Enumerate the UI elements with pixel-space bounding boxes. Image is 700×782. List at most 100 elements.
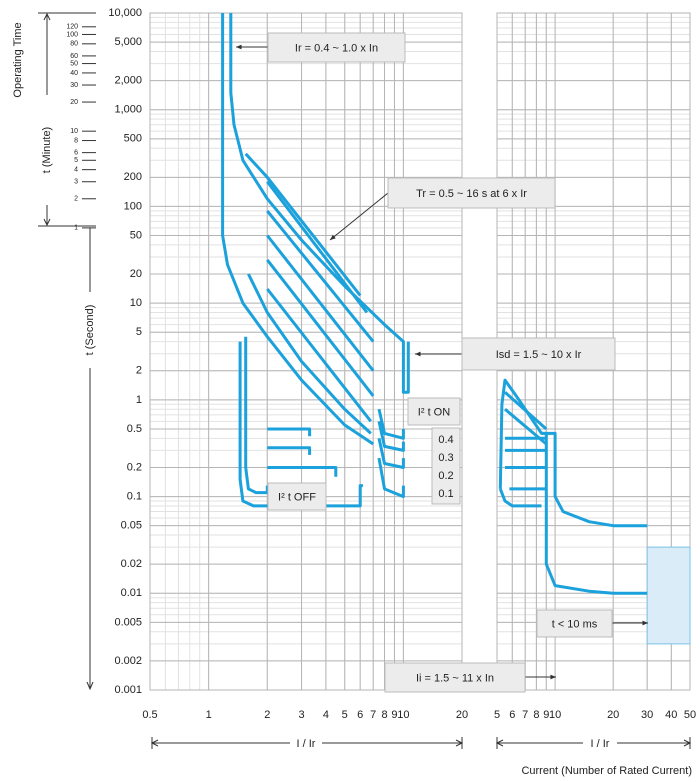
legend-box xyxy=(431,427,461,505)
annotation: 0.2 xyxy=(438,470,453,482)
y2-tick-label: 100 xyxy=(66,31,78,38)
annotation: Ii = 1.5 ~ 11 x In xyxy=(416,672,494,684)
annotation-box xyxy=(267,32,406,63)
curve xyxy=(221,13,375,446)
curve xyxy=(498,488,542,508)
y2-tick-label: 3 xyxy=(74,179,78,186)
x-tick-label: 2 xyxy=(264,709,270,721)
y-tick-label: 10,000 xyxy=(108,7,142,19)
x-tick-label: 9 xyxy=(543,709,549,721)
x-tick-label: 4 xyxy=(323,709,329,721)
y2-tick-label: 60 xyxy=(70,53,78,60)
curve xyxy=(377,420,405,452)
y-tick-label: 200 xyxy=(124,171,142,183)
curve xyxy=(244,336,269,495)
y-tick-label: 100 xyxy=(124,200,142,212)
y2-tick-label: 10 xyxy=(70,128,78,135)
y-title: Operating Time xyxy=(12,22,24,97)
x-tick-label: 50 xyxy=(684,709,696,721)
curve xyxy=(266,288,372,423)
y2-tick-label: 2 xyxy=(74,196,78,203)
annotation-box xyxy=(387,177,556,209)
caption: Current (Number of Rated Current) xyxy=(521,765,692,777)
y-tick-label: 500 xyxy=(124,133,142,145)
x-tick-label: 6 xyxy=(357,709,363,721)
curve xyxy=(238,341,363,508)
annotation-box xyxy=(407,397,461,426)
y-tick-label: 0.05 xyxy=(121,520,142,532)
x-tick-label: 8 xyxy=(533,709,539,721)
x-tick-label: 40 xyxy=(665,709,677,721)
annotation-box xyxy=(536,609,613,638)
y-tick-label: 2,000 xyxy=(114,75,142,87)
y2-tick-label: 30 xyxy=(70,82,78,89)
annotation: Tr = 0.5 ~ 16 s at 6 x Ir xyxy=(416,188,527,200)
region xyxy=(646,546,691,645)
x-label: I / Ir xyxy=(297,738,316,750)
y-tick-label: 0.01 xyxy=(121,587,142,599)
annotation: Ir = 0.4 ~ 1.0 x In xyxy=(295,42,378,54)
data-layer xyxy=(221,13,691,645)
curve xyxy=(247,273,372,435)
curve xyxy=(541,431,648,528)
x-tick-label: 7 xyxy=(370,709,376,721)
curve xyxy=(266,209,375,343)
y-tick-label: 1,000 xyxy=(114,104,142,116)
y2-tick-label: 50 xyxy=(70,60,78,67)
x-tick-label: 5 xyxy=(342,709,348,721)
curve xyxy=(244,152,362,297)
curve xyxy=(377,457,405,499)
y-tick-label: 0.02 xyxy=(121,558,142,570)
x-tick-label: 6 xyxy=(509,709,515,721)
x-label: I / Ir xyxy=(591,738,610,750)
x-tick-label: 9 xyxy=(391,709,397,721)
curve xyxy=(267,466,338,477)
y2-label: t (Minute) xyxy=(41,127,53,173)
plot-area xyxy=(149,12,463,691)
arrow-head xyxy=(330,234,336,240)
arrow-head xyxy=(415,351,421,357)
y-tick-label: 5 xyxy=(136,326,142,338)
curve xyxy=(266,234,375,372)
y-tick-label: 0.5 xyxy=(127,423,142,435)
x-tick-label: 20 xyxy=(607,709,619,721)
x-tick-label: 30 xyxy=(641,709,653,721)
y-tick-label: 50 xyxy=(130,229,142,241)
annotation-box xyxy=(384,662,526,693)
annotation-box xyxy=(267,482,327,511)
curve xyxy=(266,258,375,397)
y2-tick-label: 80 xyxy=(70,41,78,48)
leader-line xyxy=(329,192,389,241)
y-tick-label: 0.2 xyxy=(127,461,142,473)
curve xyxy=(504,391,548,431)
y2-tick-label: 8 xyxy=(74,137,78,144)
annotation: I² t ON xyxy=(418,406,450,418)
annotation-layer: Ir = 0.4 ~ 1.0 x In Tr = 0.5 ~ 16 s at 6 … xyxy=(236,32,648,693)
x-tick-label: 3 xyxy=(298,709,304,721)
x-tick-label: 7 xyxy=(522,709,528,721)
y2-tick-label: 6 xyxy=(74,149,78,156)
annotation: I² t OFF xyxy=(278,491,316,503)
curve xyxy=(266,180,369,314)
y-tick-label: 1 xyxy=(136,394,142,406)
x-tick-label: 1 xyxy=(206,709,212,721)
y2-tick-label: 120 xyxy=(66,24,78,31)
annotation: 0.1 xyxy=(438,488,453,500)
y2-tick-label: 1 xyxy=(74,225,78,232)
y2-tick-label: 40 xyxy=(70,70,78,77)
arrow-head xyxy=(236,44,242,50)
x-tick-label: 10 xyxy=(397,709,409,721)
x-tick-label: 0.5 xyxy=(142,709,157,721)
y-label: t (Second) xyxy=(84,305,96,356)
y-tick-label: 2 xyxy=(136,365,142,377)
x-tick-label: 10 xyxy=(549,709,561,721)
curve xyxy=(377,437,405,469)
y-tick-label: 5,000 xyxy=(114,36,142,48)
y2-tick-label: 5 xyxy=(74,157,78,164)
annotation-box xyxy=(461,337,616,371)
arrow-head xyxy=(550,674,556,680)
curve xyxy=(377,408,405,440)
annotation: t < 10 ms xyxy=(552,618,598,630)
curve xyxy=(267,446,312,455)
